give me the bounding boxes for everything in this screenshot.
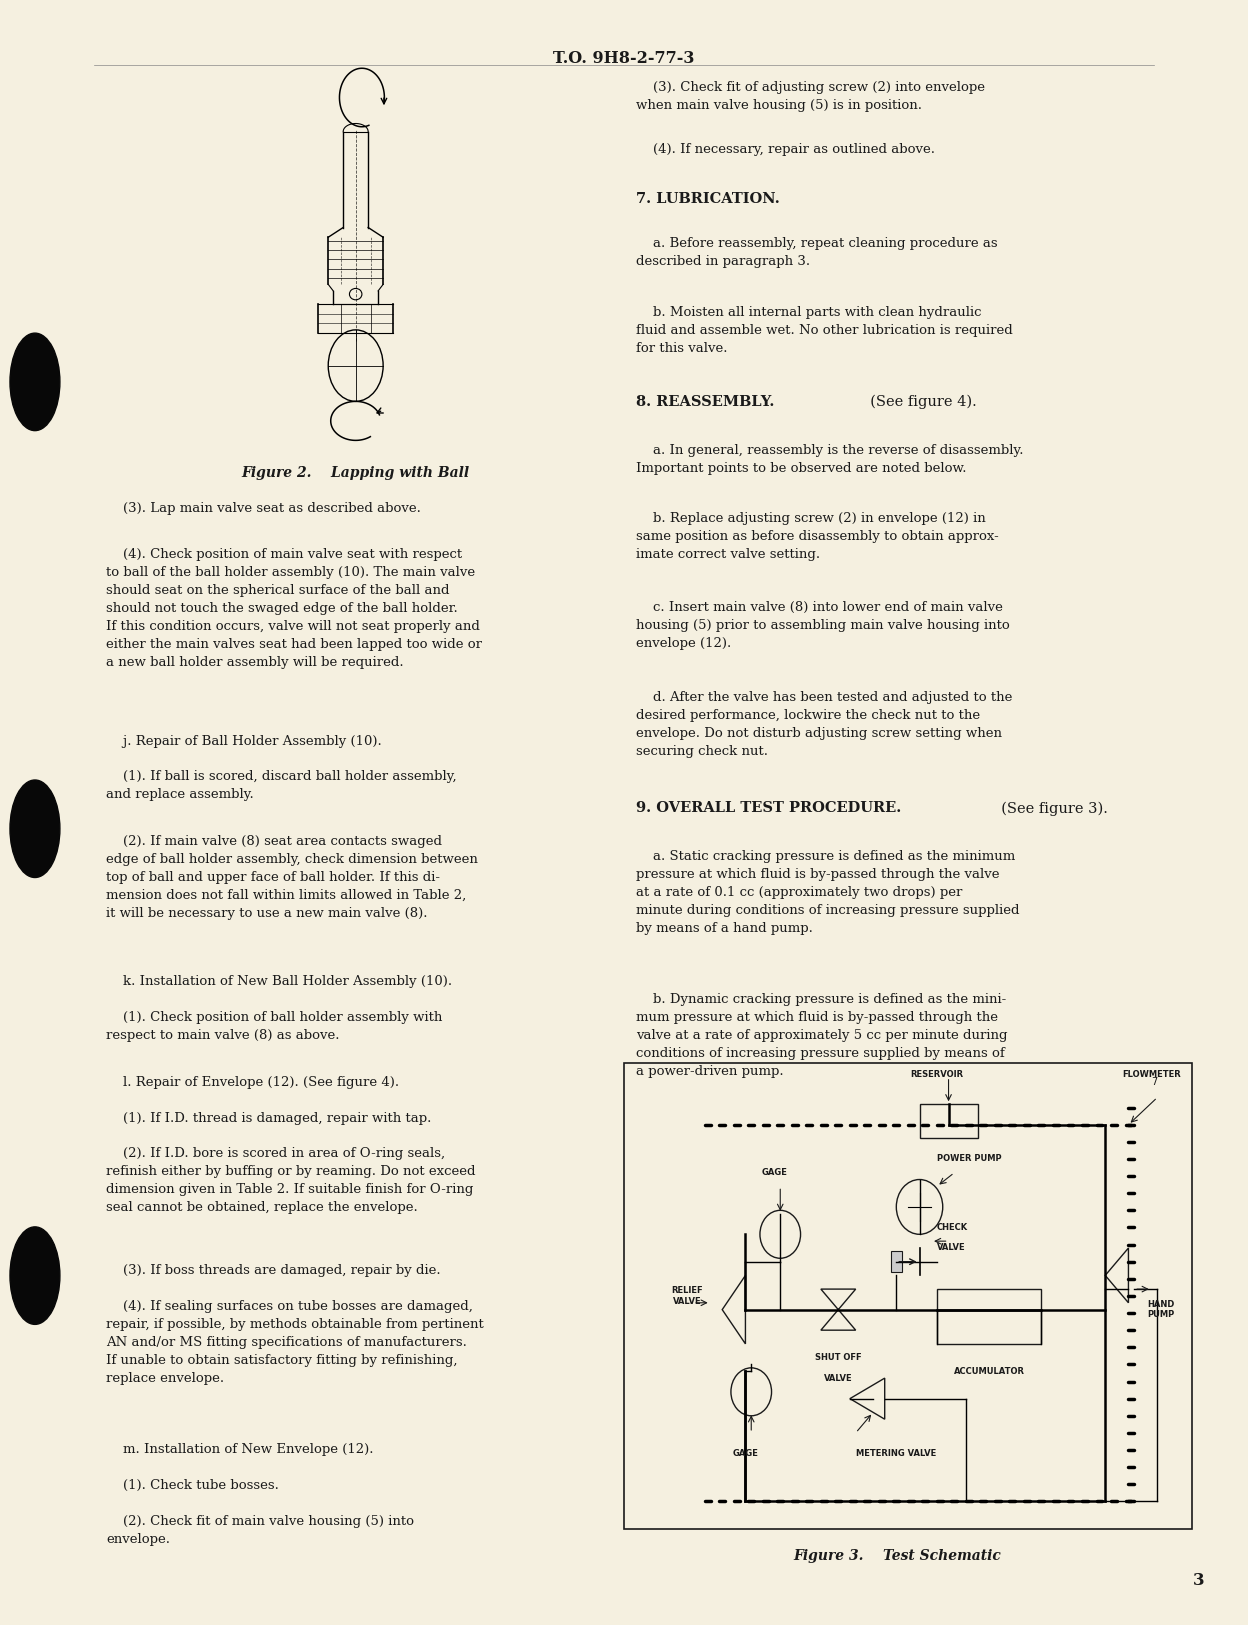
- Text: (See figure 3).: (See figure 3).: [992, 801, 1108, 816]
- Text: b. Dynamic cracking pressure is defined as the mini-
mum pressure at which fluid: b. Dynamic cracking pressure is defined …: [636, 993, 1008, 1077]
- Text: (1). Check position of ball holder assembly with
respect to main valve (8) as ab: (1). Check position of ball holder assem…: [106, 1011, 443, 1042]
- Text: b. Moisten all internal parts with clean hydraulic
fluid and assemble wet. No ot: b. Moisten all internal parts with clean…: [636, 306, 1013, 354]
- Text: (3). Check fit of adjusting screw (2) into envelope
when main valve housing (5) : (3). Check fit of adjusting screw (2) in…: [636, 81, 986, 112]
- Text: T.O. 9H8-2-77-3: T.O. 9H8-2-77-3: [553, 50, 695, 67]
- Text: VALVE: VALVE: [824, 1373, 852, 1383]
- Bar: [920, 1105, 977, 1139]
- Text: GAGE: GAGE: [733, 1450, 759, 1458]
- Text: m. Installation of New Envelope (12).: m. Installation of New Envelope (12).: [106, 1443, 373, 1456]
- Text: (1). Check tube bosses.: (1). Check tube bosses.: [106, 1479, 280, 1492]
- Text: (4). Check position of main valve seat with respect
to ball of the ball holder a: (4). Check position of main valve seat w…: [106, 548, 482, 668]
- Text: (1). If I.D. thread is damaged, repair with tap.: (1). If I.D. thread is damaged, repair w…: [106, 1112, 432, 1124]
- Ellipse shape: [10, 333, 60, 431]
- Ellipse shape: [10, 1227, 60, 1324]
- Text: POWER PUMP: POWER PUMP: [937, 1154, 1002, 1164]
- Text: SHUT OFF: SHUT OFF: [815, 1354, 861, 1362]
- Text: HAND
PUMP: HAND PUMP: [1147, 1300, 1174, 1320]
- Text: c. Insert main valve (8) into lower end of main valve
housing (5) prior to assem: c. Insert main valve (8) into lower end …: [636, 601, 1010, 650]
- Text: 3: 3: [1193, 1573, 1204, 1589]
- Text: 7: 7: [1152, 1077, 1158, 1087]
- Bar: [891, 1251, 902, 1272]
- Bar: [937, 1289, 1041, 1344]
- Text: (1). If ball is scored, discard ball holder assembly,
and replace assembly.: (1). If ball is scored, discard ball hol…: [106, 770, 457, 801]
- Text: (2). Check fit of main valve housing (5) into
envelope.: (2). Check fit of main valve housing (5)…: [106, 1514, 414, 1545]
- Text: 8. REASSEMBLY.: 8. REASSEMBLY.: [636, 395, 775, 410]
- Text: (2). If I.D. bore is scored in area of O-ring seals,
refinish either by buffing : (2). If I.D. bore is scored in area of O…: [106, 1147, 475, 1214]
- Text: (3). If boss threads are damaged, repair by die.: (3). If boss threads are damaged, repair…: [106, 1264, 441, 1277]
- Text: CHECK: CHECK: [937, 1224, 968, 1232]
- Text: b. Replace adjusting screw (2) in envelope (12) in
same position as before disas: b. Replace adjusting screw (2) in envelo…: [636, 512, 1000, 561]
- Text: 7. LUBRICATION.: 7. LUBRICATION.: [636, 192, 780, 206]
- Text: d. After the valve has been tested and adjusted to the
desired performance, lock: d. After the valve has been tested and a…: [636, 691, 1013, 757]
- Text: (3). Lap main valve seat as described above.: (3). Lap main valve seat as described ab…: [106, 502, 421, 515]
- Ellipse shape: [10, 780, 60, 878]
- Text: METERING VALVE: METERING VALVE: [856, 1450, 936, 1458]
- Text: 9. OVERALL TEST PROCEDURE.: 9. OVERALL TEST PROCEDURE.: [636, 801, 902, 816]
- Text: k. Installation of New Ball Holder Assembly (10).: k. Installation of New Ball Holder Assem…: [106, 975, 452, 988]
- Text: a. Before reassembly, repeat cleaning procedure as
described in paragraph 3.: a. Before reassembly, repeat cleaning pr…: [636, 237, 998, 268]
- Text: GAGE: GAGE: [761, 1168, 787, 1176]
- Text: Figure 2.    Lapping with Ball: Figure 2. Lapping with Ball: [242, 466, 469, 481]
- Text: (See figure 4).: (See figure 4).: [861, 395, 977, 410]
- Text: j. Repair of Ball Holder Assembly (10).: j. Repair of Ball Holder Assembly (10).: [106, 734, 382, 748]
- Text: ACCUMULATOR: ACCUMULATOR: [953, 1367, 1025, 1376]
- Text: (2). If main valve (8) seat area contacts swaged
edge of ball holder assembly, c: (2). If main valve (8) seat area contact…: [106, 835, 478, 920]
- Text: (4). If sealing surfaces on tube bosses are damaged,
repair, if possible, by met: (4). If sealing surfaces on tube bosses …: [106, 1300, 484, 1384]
- Text: VALVE: VALVE: [937, 1243, 966, 1253]
- Text: FLOWMETER: FLOWMETER: [1122, 1069, 1181, 1079]
- Text: (4). If necessary, repair as outlined above.: (4). If necessary, repair as outlined ab…: [636, 143, 936, 156]
- Text: RESERVOIR: RESERVOIR: [910, 1069, 963, 1079]
- Text: Figure 3.    Test Schematic: Figure 3. Test Schematic: [794, 1549, 1002, 1563]
- Text: RELIEF
VALVE: RELIEF VALVE: [671, 1287, 703, 1305]
- Text: a. Static cracking pressure is defined as the minimum
pressure at which fluid is: a. Static cracking pressure is defined a…: [636, 850, 1020, 934]
- Text: l. Repair of Envelope (12). (See figure 4).: l. Repair of Envelope (12). (See figure …: [106, 1076, 399, 1089]
- Text: a. In general, reassembly is the reverse of disassembly.
Important points to be : a. In general, reassembly is the reverse…: [636, 444, 1023, 474]
